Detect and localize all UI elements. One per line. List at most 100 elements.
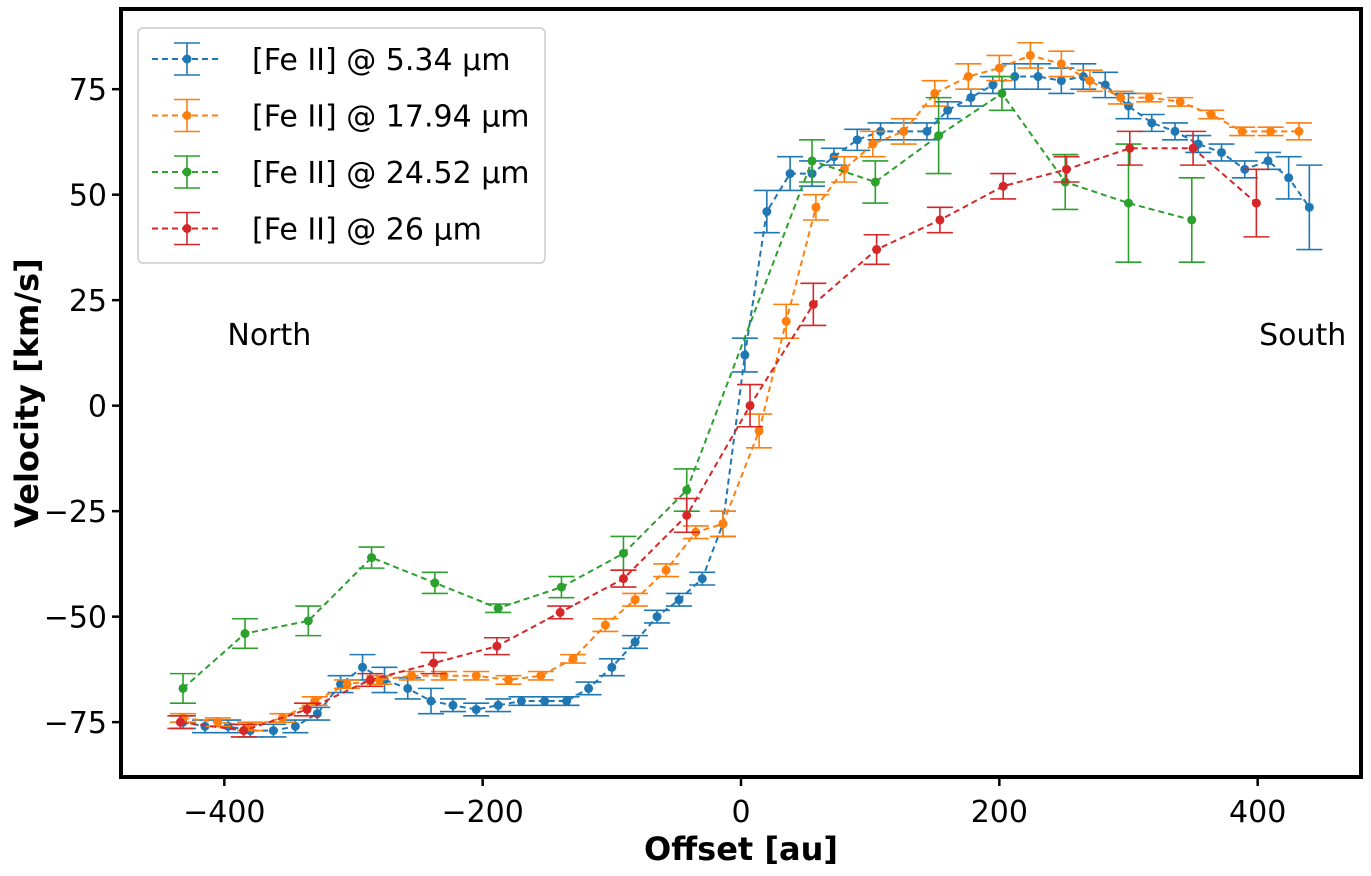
data-point <box>745 401 755 411</box>
data-point <box>807 156 817 166</box>
data-point <box>943 105 953 115</box>
data-point <box>1124 198 1133 208</box>
data-point <box>740 350 750 360</box>
data-point <box>922 126 932 136</box>
data-point <box>1206 109 1216 119</box>
data-point <box>963 72 973 82</box>
series-2 <box>170 41 1312 732</box>
data-point <box>754 426 764 436</box>
legend-label: [Fe II] @ 17.94 μm <box>252 100 530 135</box>
data-point <box>1125 143 1135 153</box>
legend-item-1: [Fe II] @ 5.34 μm <box>152 42 510 78</box>
data-point <box>492 641 502 651</box>
data-point <box>430 578 440 588</box>
data-point <box>1217 147 1226 157</box>
y-tick-label: −75 <box>44 706 107 741</box>
series-3 <box>170 75 1205 704</box>
data-point <box>839 164 849 174</box>
data-point <box>367 553 377 563</box>
data-point <box>966 93 976 103</box>
data-point <box>1056 76 1066 86</box>
y-tick-label: −50 <box>44 601 107 636</box>
data-point <box>718 519 728 529</box>
series-layer <box>167 41 1323 738</box>
series-line <box>182 92 1193 690</box>
legend-items: [Fe II] @ 5.34 μm [Fe II] @ 17.94 μm [Fe I… <box>152 42 530 248</box>
data-point <box>994 63 1004 73</box>
data-point <box>1056 59 1066 69</box>
x-tick-label: −200 <box>441 795 523 830</box>
x-axis-title: Offset [au] <box>644 830 838 868</box>
data-point <box>562 696 572 706</box>
data-point <box>1033 72 1043 82</box>
data-point <box>1025 50 1035 60</box>
data-point <box>493 700 503 710</box>
data-point <box>868 139 878 149</box>
data-point <box>555 607 565 617</box>
x-tick-label: 200 <box>971 795 1028 830</box>
legend-label: [Fe II] @ 5.34 μm <box>252 43 510 78</box>
data-point <box>358 662 368 672</box>
data-point <box>302 704 312 714</box>
series-line <box>180 147 1258 732</box>
data-point <box>1170 126 1180 136</box>
data-point <box>618 574 628 584</box>
data-point <box>448 700 458 710</box>
data-point <box>312 709 322 719</box>
data-point <box>1085 76 1095 86</box>
legend-marker <box>182 167 192 177</box>
x-tick-label: 0 <box>731 795 750 830</box>
data-point <box>762 207 772 217</box>
legend-item-3: [Fe II] @ 24.52 μm <box>152 155 530 191</box>
y-tick-label: 25 <box>69 284 107 319</box>
data-point <box>1251 198 1261 208</box>
data-point <box>1284 173 1294 183</box>
x-tick-label: 400 <box>1229 795 1286 830</box>
data-point <box>618 548 628 558</box>
x-tick-label: −400 <box>183 795 265 830</box>
data-point <box>1175 97 1185 107</box>
data-point <box>785 169 795 179</box>
data-point <box>1062 164 1071 174</box>
data-point <box>998 181 1008 191</box>
data-point <box>303 616 313 626</box>
data-point <box>178 683 188 693</box>
data-point <box>682 485 692 495</box>
data-point <box>935 215 945 225</box>
data-point <box>516 696 526 706</box>
data-point <box>240 629 250 639</box>
data-point <box>1124 101 1133 111</box>
x-axis: −400 −200 0 200 400 <box>183 777 1286 830</box>
data-point <box>556 582 566 592</box>
y-tick-label: 50 <box>69 179 107 214</box>
data-point <box>630 637 640 647</box>
data-point <box>471 671 481 681</box>
data-point <box>1237 126 1247 136</box>
y-axis: −75 −50 −25 0 25 50 75 <box>44 73 121 741</box>
data-point <box>493 603 503 613</box>
data-point <box>930 88 940 98</box>
data-point <box>536 671 546 681</box>
data-point <box>239 726 249 736</box>
data-point <box>175 717 185 727</box>
data-point <box>1187 215 1197 225</box>
data-point <box>584 683 594 693</box>
data-point <box>607 662 617 672</box>
data-point <box>988 80 998 90</box>
data-point <box>682 510 692 520</box>
y-tick-label: 75 <box>69 73 107 108</box>
data-point <box>781 316 791 326</box>
annotation-south: South <box>1259 318 1346 353</box>
data-point <box>1294 126 1304 136</box>
y-tick-label: −25 <box>44 495 107 530</box>
data-point <box>1116 93 1126 103</box>
data-point <box>336 679 346 689</box>
data-point <box>568 654 578 664</box>
legend-label: [Fe II] @ 24.52 μm <box>252 156 530 191</box>
data-point <box>540 696 550 706</box>
y-axis-title: Velocity [km/s] <box>8 258 46 528</box>
data-point <box>934 131 944 141</box>
data-point <box>504 675 513 685</box>
data-point <box>997 88 1007 98</box>
